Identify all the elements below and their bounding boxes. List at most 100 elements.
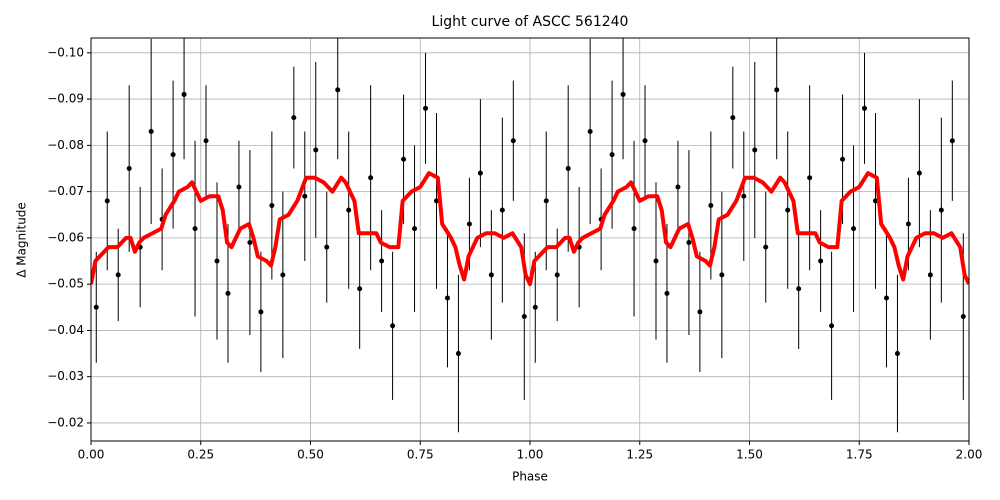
data-point: [93, 304, 99, 310]
data-point: [840, 156, 846, 162]
chart-title: Light curve of ASCC 561240: [432, 14, 629, 30]
data-point: [225, 290, 231, 296]
data-point: [313, 147, 319, 153]
data-point: [477, 170, 483, 176]
data-point: [455, 351, 461, 357]
data-point: [115, 272, 121, 278]
data-point: [247, 240, 253, 246]
data-point: [214, 258, 220, 264]
data-point: [510, 138, 516, 144]
data-point: [686, 240, 692, 246]
y-tick-label: −0.10: [47, 45, 84, 59]
trend-line: [91, 171, 969, 287]
x-tick-label: 2.00: [956, 448, 983, 462]
data-point: [620, 91, 626, 97]
data-point: [280, 272, 286, 278]
data-point: [532, 304, 538, 310]
axes: 0.00 0.25 0.50 0.75 1.00 1.25 1.50 1.75 2.00 −0.1…: [47, 45, 982, 461]
data-point: [631, 226, 637, 232]
data-point: [829, 323, 835, 329]
y-tick-label: −0.02: [47, 415, 84, 429]
data-point: [675, 184, 681, 190]
data-point: [444, 295, 450, 301]
data-point: [653, 258, 659, 264]
x-tick-label: 0.50: [297, 448, 324, 462]
y-axis-label: Δ Magnitude: [15, 202, 29, 278]
data-point: [423, 105, 429, 111]
data-point: [554, 272, 560, 278]
data-point: [807, 175, 813, 181]
data-point: [785, 207, 791, 213]
data-point: [916, 170, 922, 176]
data-point: [708, 202, 714, 208]
data-point: [927, 272, 933, 278]
data-point: [126, 165, 132, 171]
data-point: [466, 221, 472, 227]
x-tick-label: 1.50: [736, 448, 763, 462]
data-point: [774, 87, 780, 93]
y-tick-label: −0.07: [47, 184, 84, 198]
y-tick-label: −0.04: [47, 323, 84, 337]
data-point: [488, 272, 494, 278]
data-point: [357, 286, 363, 292]
data-point: [412, 226, 418, 232]
x-tick-label: 0.00: [78, 448, 105, 462]
data-point: [258, 309, 264, 315]
data-point: [401, 156, 407, 162]
y-tick-label: −0.08: [47, 138, 84, 152]
data-point: [203, 138, 209, 144]
data-point: [730, 115, 736, 121]
data-point: [379, 258, 385, 264]
data-point: [302, 193, 308, 199]
data-point: [741, 193, 747, 199]
data-point: [905, 221, 911, 227]
data-point: [697, 309, 703, 315]
data-point: [949, 138, 955, 144]
data-point: [642, 138, 648, 144]
data-point: [269, 202, 275, 208]
data-point: [894, 351, 900, 357]
data-point: [433, 198, 439, 204]
data-point: [565, 165, 571, 171]
data-point: [521, 314, 527, 320]
data-point: [938, 207, 944, 213]
data-point: [236, 184, 242, 190]
y-tick-label: −0.09: [47, 92, 84, 106]
x-tick-label: 0.75: [407, 448, 434, 462]
y-tick-label: −0.06: [47, 230, 84, 244]
plot-area: [91, 38, 969, 433]
data-point: [104, 198, 110, 204]
data-point: [368, 175, 374, 181]
y-tick-label: −0.03: [47, 369, 84, 383]
data-point: [752, 147, 758, 153]
data-point: [543, 198, 549, 204]
data-point: [170, 152, 176, 158]
data-point: [335, 87, 341, 93]
data-point: [181, 91, 187, 97]
data-point: [499, 207, 505, 213]
data-point: [587, 128, 593, 134]
data-point: [851, 226, 857, 232]
x-tick-label: 1.00: [517, 448, 544, 462]
data-point: [862, 105, 868, 111]
data-point: [818, 258, 824, 264]
x-axis-label: Phase: [512, 470, 548, 484]
data-point: [719, 272, 725, 278]
data-point: [763, 244, 769, 250]
data-point: [609, 152, 615, 158]
x-tick-label: 1.25: [626, 448, 653, 462]
y-tick-label: −0.05: [47, 277, 84, 291]
x-tick-label: 1.75: [846, 448, 873, 462]
grid: [90, 38, 970, 441]
data-point: [324, 244, 330, 250]
x-tick-label: 0.25: [187, 448, 214, 462]
data-point: [346, 207, 352, 213]
data-point: [872, 198, 878, 204]
data-point: [883, 295, 889, 301]
data-point: [390, 323, 396, 329]
data-point: [192, 226, 198, 232]
data-point: [960, 314, 966, 320]
